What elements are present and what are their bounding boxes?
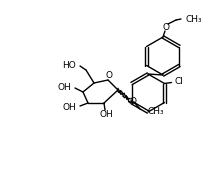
Text: O: O bbox=[105, 71, 112, 80]
Text: O: O bbox=[130, 96, 136, 105]
Text: OH: OH bbox=[99, 109, 113, 118]
Text: OH: OH bbox=[57, 82, 71, 91]
Text: CH₃: CH₃ bbox=[148, 107, 165, 116]
Text: Cl: Cl bbox=[174, 77, 183, 86]
Text: CH₃: CH₃ bbox=[186, 15, 203, 24]
Text: OH: OH bbox=[62, 102, 76, 111]
Text: O: O bbox=[163, 22, 169, 32]
Text: HO: HO bbox=[62, 60, 76, 69]
